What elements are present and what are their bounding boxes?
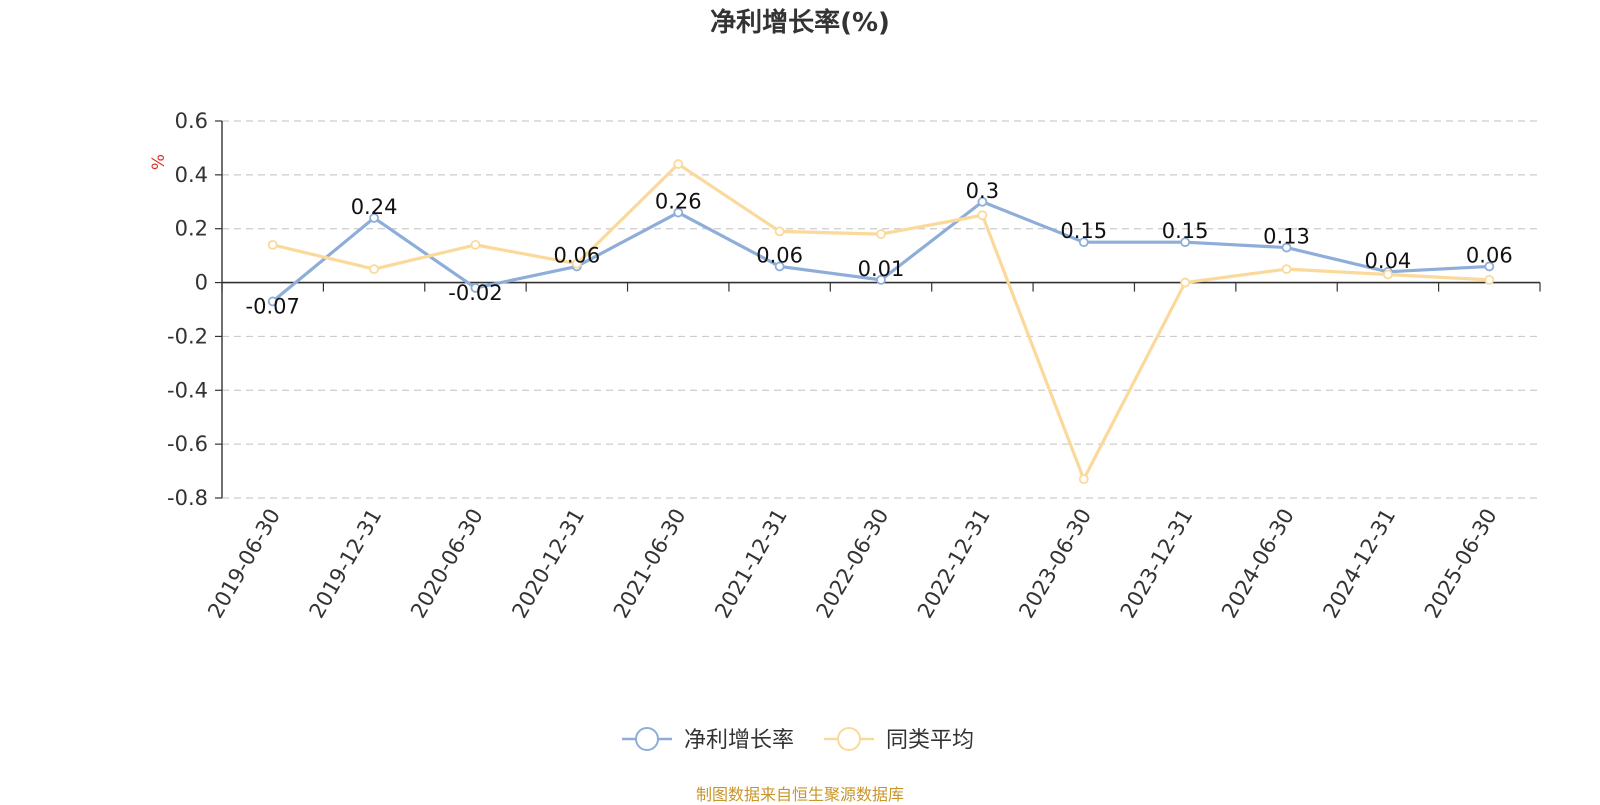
data-point [977, 210, 988, 221]
series-line [272, 162, 1490, 481]
data-label: 0.15 [1162, 219, 1209, 243]
data-label: 0.06 [553, 243, 600, 267]
data-point [267, 296, 278, 307]
legend-label: 同类平均 [886, 728, 974, 753]
chart-title: 净利增长率(%) [710, 8, 890, 38]
x-tick-label: 2021-06-30 [609, 505, 691, 623]
x-tick-label: 2025-06-30 [1420, 505, 1502, 623]
data-point [571, 258, 582, 269]
data-point [470, 239, 481, 250]
data-point [267, 239, 278, 250]
data-label: 0.06 [1466, 243, 1513, 267]
data-label: -0.02 [448, 281, 502, 305]
data-label: 0.13 [1263, 225, 1310, 249]
data-label: 0.24 [351, 195, 398, 219]
x-tick-label: 2022-12-31 [913, 505, 995, 623]
source-note: 制图数据来自恒生聚源数据库 [695, 785, 904, 804]
data-point [1281, 242, 1292, 253]
data-label: 0.06 [756, 243, 803, 267]
x-tick-label: 2021-12-31 [710, 505, 792, 623]
y-tick-label: -0.8 [167, 486, 208, 510]
x-tick-label: 2022-06-30 [812, 505, 894, 623]
data-point [1078, 474, 1089, 485]
data-point [876, 274, 886, 285]
data-point [1484, 274, 1495, 285]
x-tick-label: 2020-12-31 [507, 505, 589, 623]
data-point [1078, 237, 1089, 248]
legend-marker [635, 727, 659, 751]
y-tick-label: 0.4 [175, 163, 208, 187]
legend-marker [837, 727, 861, 751]
x-tick-label: 2020-06-30 [406, 505, 488, 623]
data-label: 0.04 [1365, 249, 1412, 273]
data-point [1180, 237, 1191, 248]
data-point [369, 213, 379, 223]
y-tick-label: -0.6 [167, 432, 208, 456]
data-point [774, 261, 785, 272]
data-point [876, 229, 886, 240]
data-label: 0.26 [655, 190, 702, 214]
x-tick-label: 2024-06-30 [1217, 505, 1299, 623]
y-tick-label: -0.4 [167, 378, 208, 402]
legend-label: 净利增长率 [684, 728, 794, 753]
data-label: 0.01 [858, 257, 905, 281]
data-label: 0.15 [1060, 219, 1107, 243]
x-tick-label: 2019-12-31 [305, 505, 387, 623]
data-label: 0.3 [966, 179, 999, 203]
data-label: -0.07 [246, 294, 300, 318]
x-tick-label: 2023-12-31 [1116, 505, 1198, 623]
y-tick-label: -0.2 [167, 324, 208, 348]
data-point [673, 159, 684, 169]
data-point [1484, 261, 1495, 272]
x-tick-label: 2019-06-30 [203, 505, 285, 623]
y-axis-label: % [149, 154, 169, 170]
y-tick-label: 0 [195, 271, 208, 295]
data-point [774, 226, 785, 237]
data-point [1383, 269, 1393, 280]
data-point [1180, 277, 1191, 288]
data-point [977, 196, 988, 207]
data-point [470, 283, 481, 293]
y-tick-label: 0.6 [175, 109, 208, 133]
data-point [369, 264, 379, 275]
data-point [673, 207, 684, 218]
data-point [1281, 264, 1292, 275]
y-tick-label: 0.2 [175, 217, 208, 241]
x-tick-label: 2024-12-31 [1318, 505, 1400, 623]
x-tick-label: 2023-06-30 [1014, 505, 1096, 623]
